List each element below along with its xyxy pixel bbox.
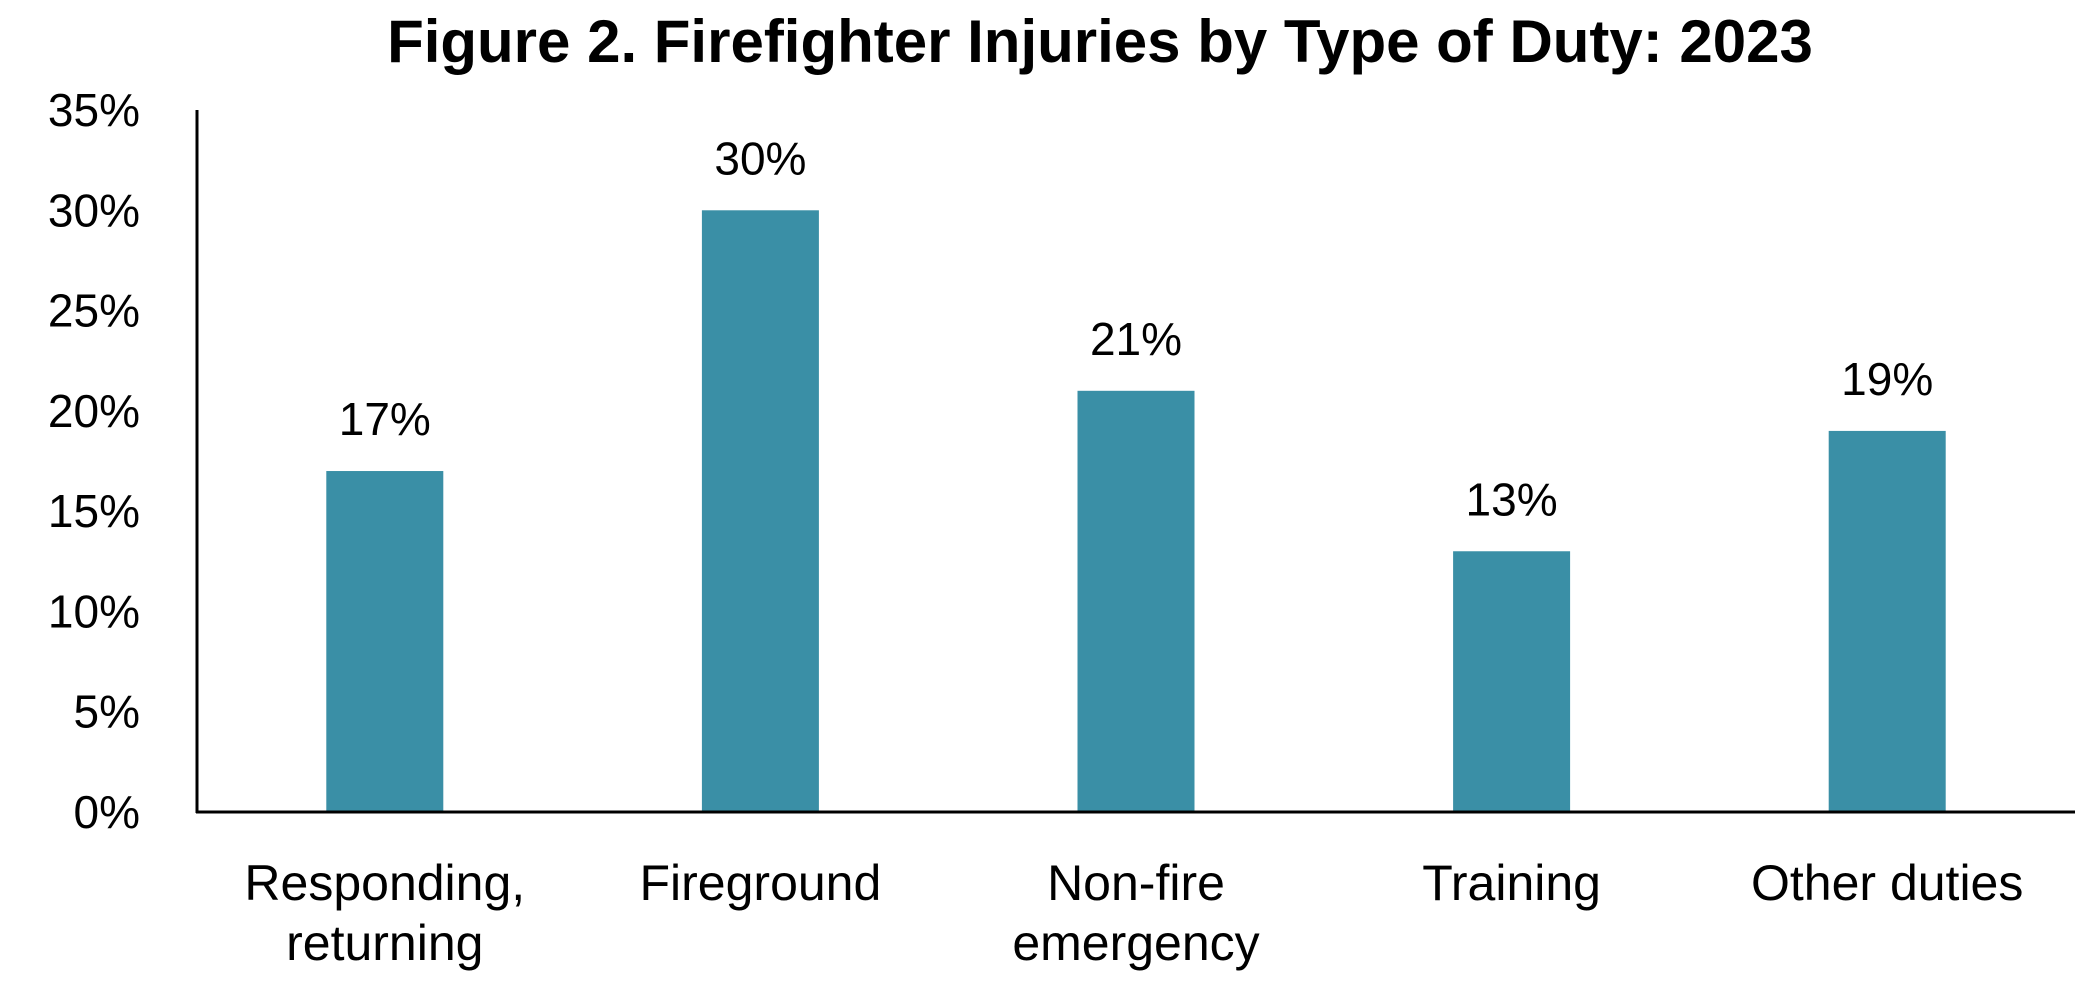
x-axis-categories: Responding, returning Fireground Non-fire em…	[244, 855, 2023, 971]
category-label: Training	[1422, 855, 1601, 911]
y-tick-label: 15%	[48, 485, 140, 537]
category-label: Fireground	[640, 855, 882, 911]
bar	[1453, 551, 1571, 812]
category-label: Other duties	[1751, 855, 2023, 911]
category-label-line: Training	[1422, 855, 1601, 911]
category-label-line: returning	[286, 915, 483, 971]
y-tick-label: 20%	[48, 385, 140, 437]
data-label: 19%	[1841, 353, 1933, 405]
y-tick-label: 25%	[48, 285, 140, 337]
bars-group	[326, 210, 1946, 813]
data-label: 30%	[714, 132, 806, 184]
bar	[701, 210, 819, 813]
category-label-line: Responding,	[244, 855, 525, 911]
y-tick-label: 35%	[48, 84, 140, 136]
category-label-line: Other duties	[1751, 855, 2023, 911]
data-label: 21%	[1090, 313, 1182, 365]
y-tick-label: 10%	[48, 585, 140, 637]
y-tick-label: 5%	[74, 686, 140, 738]
data-labels-group: 17% 30% 21% 13% 19%	[339, 132, 1933, 525]
data-label: 17%	[339, 393, 431, 445]
y-tick-label: 0%	[74, 786, 140, 838]
category-label-line: emergency	[1012, 915, 1259, 971]
bar	[326, 471, 444, 812]
axes-group	[195, 110, 2075, 814]
bar	[1828, 430, 1946, 812]
category-label-line: Non-fire	[1047, 855, 1225, 911]
chart-title: Figure 2. Firefighter Injuries by Type o…	[387, 8, 1813, 75]
bar	[1077, 390, 1195, 812]
category-label: Responding, returning	[244, 855, 525, 971]
category-label-line: Fireground	[640, 855, 882, 911]
category-label: Non-fire emergency	[1012, 855, 1259, 971]
y-tick-label: 30%	[48, 184, 140, 236]
y-axis-ticks: 0% 5% 10% 15% 20% 25% 30% 35%	[48, 84, 140, 838]
data-label: 13%	[1466, 473, 1558, 525]
